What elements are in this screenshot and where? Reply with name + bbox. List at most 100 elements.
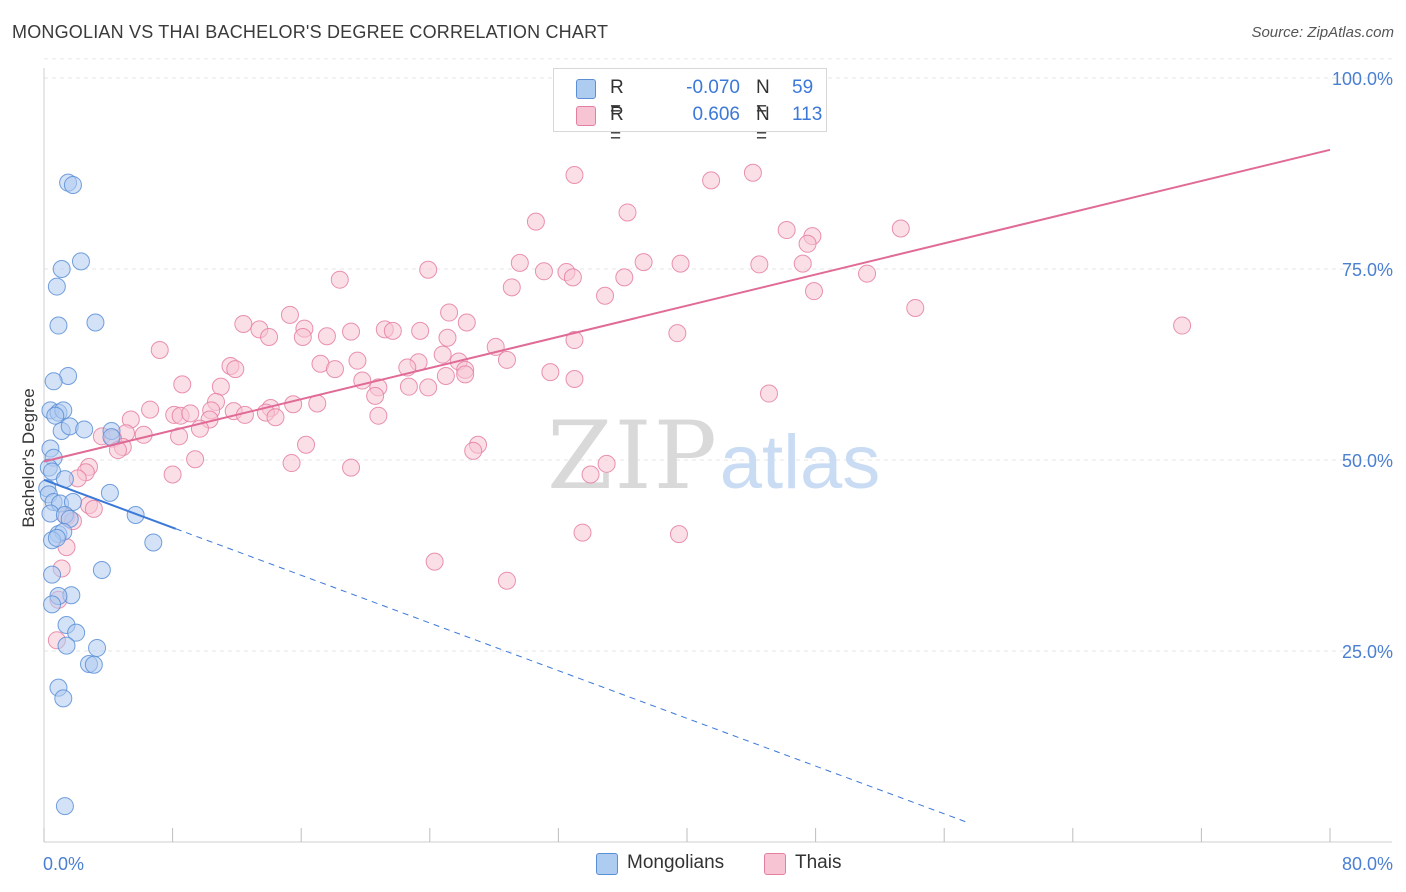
thais-point xyxy=(596,286,615,305)
mongolians-points xyxy=(38,173,163,816)
thais-point xyxy=(84,499,103,518)
legend-r-value: -0.070 xyxy=(686,77,740,98)
thais-point xyxy=(597,454,616,473)
thais-point xyxy=(502,278,521,297)
trend-lines xyxy=(43,148,1331,824)
thais-point xyxy=(777,221,796,240)
thais-point xyxy=(282,454,301,473)
mongolians-point xyxy=(57,636,76,655)
thais-point xyxy=(436,366,455,385)
thais-point xyxy=(211,377,230,396)
thais-point xyxy=(348,351,367,370)
watermark-atlas: atlas xyxy=(720,420,881,505)
y-tick-label: 50.0% xyxy=(1342,451,1393,471)
thais-points xyxy=(47,163,1192,650)
thais-point xyxy=(234,315,253,334)
legend-n-label: N = xyxy=(756,77,770,120)
thais-point xyxy=(534,262,553,281)
legend-r-label: R = xyxy=(610,104,624,147)
legend-r-value: 0.606 xyxy=(692,104,740,125)
legend-swatch-thais xyxy=(764,853,786,875)
thais-point xyxy=(163,465,182,484)
y-tick-label: 100.0% xyxy=(1332,69,1393,89)
thais-point xyxy=(565,331,584,350)
thais-point xyxy=(743,163,762,182)
thais-point xyxy=(581,465,600,484)
thais-point xyxy=(671,254,690,273)
thais-point xyxy=(563,268,582,287)
thais-point xyxy=(526,212,545,231)
mongolians-point xyxy=(71,252,90,271)
thais-point xyxy=(181,404,200,423)
correlation-legend: R = -0.070 N = 59 R = 0.606 N = 113 xyxy=(553,68,827,147)
thais-point xyxy=(1173,316,1192,335)
thais-point xyxy=(419,378,438,397)
thais-point xyxy=(668,324,687,343)
mongolians-point xyxy=(49,316,68,335)
thais-point xyxy=(750,255,769,274)
thais-point xyxy=(433,345,452,364)
mongolians-point xyxy=(67,623,86,642)
thais-point xyxy=(150,340,169,359)
axes xyxy=(43,68,1392,843)
thais-point xyxy=(317,327,336,346)
legend-swatch-mongolians xyxy=(576,79,596,99)
legend-label-mongolians: Mongolians xyxy=(627,852,725,873)
grid-lines xyxy=(44,58,1392,652)
thais-point xyxy=(280,305,299,324)
mongolians-point xyxy=(44,372,63,391)
thais-point xyxy=(798,234,817,253)
thais-point xyxy=(510,253,529,272)
thais-point xyxy=(297,435,316,454)
mongolians-point xyxy=(126,506,145,525)
mongolians-point xyxy=(43,595,62,614)
mongolians-point xyxy=(84,655,103,674)
thais-point xyxy=(260,327,279,346)
thais-point xyxy=(330,270,349,289)
legend-n-label: N = xyxy=(756,104,770,147)
mongolians-point xyxy=(54,689,73,708)
thais-point xyxy=(383,321,402,340)
mongolians-point xyxy=(47,277,66,296)
thais-point xyxy=(342,322,361,341)
thais-point xyxy=(366,386,385,405)
thais-point xyxy=(573,523,592,542)
x-tick-label: 0.0% xyxy=(43,854,84,874)
mongolians-point xyxy=(55,797,74,816)
thais-point xyxy=(456,365,475,384)
thais-point xyxy=(804,282,823,301)
thais-point xyxy=(541,363,560,382)
thais-point xyxy=(325,360,344,379)
thais-point xyxy=(186,450,205,469)
mongolians-point xyxy=(86,313,105,332)
watermark-zip: ZIP xyxy=(547,402,719,511)
y-tick-label: 75.0% xyxy=(1342,260,1393,280)
thais-point xyxy=(618,203,637,222)
thais-point xyxy=(464,441,483,460)
source-label: Source: ZipAtlas.com xyxy=(1251,24,1394,41)
thais-point xyxy=(342,458,361,477)
thais-point xyxy=(399,377,418,396)
thais-point xyxy=(369,406,388,425)
thais-point xyxy=(891,219,910,238)
thais-point xyxy=(284,395,303,414)
mongolians-point xyxy=(88,638,107,657)
thais-point xyxy=(906,298,925,317)
thais-point xyxy=(702,171,721,190)
legend-swatch-mongolians xyxy=(596,853,618,875)
thais-point xyxy=(425,552,444,571)
thais-trend-line xyxy=(43,148,1331,463)
mongolians-point xyxy=(75,420,94,439)
thais-point xyxy=(634,253,653,272)
mongolians-trend-line xyxy=(43,478,177,530)
thais-point xyxy=(669,525,688,544)
mongolians-point xyxy=(43,565,62,584)
thais-point xyxy=(438,328,457,347)
mongolians-point xyxy=(92,561,111,580)
thais-point xyxy=(759,384,778,403)
thais-point xyxy=(173,375,192,394)
legend-n-value: 113 xyxy=(792,104,823,125)
thais-point xyxy=(565,370,584,389)
thais-point xyxy=(134,425,153,444)
thais-point xyxy=(615,268,634,287)
